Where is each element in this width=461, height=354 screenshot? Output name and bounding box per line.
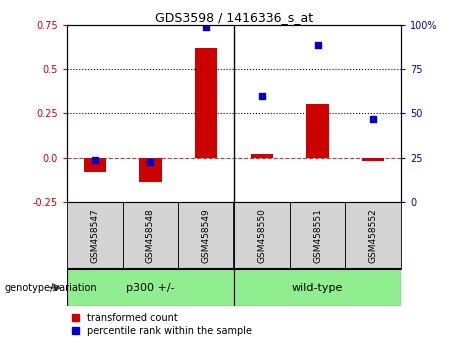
Text: GSM458551: GSM458551 [313, 208, 322, 263]
FancyBboxPatch shape [345, 202, 401, 269]
Point [91, 157, 98, 163]
Text: GSM458550: GSM458550 [257, 208, 266, 263]
Point [258, 94, 266, 99]
Point [202, 25, 210, 30]
Text: GSM458549: GSM458549 [201, 208, 211, 263]
Point [370, 116, 377, 121]
Legend: transformed count, percentile rank within the sample: transformed count, percentile rank withi… [72, 313, 252, 336]
Point [147, 159, 154, 165]
Text: wild-type: wild-type [292, 282, 343, 293]
FancyBboxPatch shape [234, 202, 290, 269]
Text: p300 +/-: p300 +/- [126, 282, 175, 293]
Bar [139, 158, 161, 182]
Bar [195, 48, 217, 158]
Text: GSM458552: GSM458552 [369, 208, 378, 263]
FancyBboxPatch shape [67, 202, 123, 269]
FancyBboxPatch shape [290, 202, 345, 269]
FancyBboxPatch shape [67, 269, 234, 306]
FancyBboxPatch shape [178, 202, 234, 269]
Bar [251, 154, 273, 158]
Text: genotype/variation: genotype/variation [5, 282, 97, 293]
Bar [83, 158, 106, 172]
Text: GSM458547: GSM458547 [90, 208, 99, 263]
Title: GDS3598 / 1416336_s_at: GDS3598 / 1416336_s_at [155, 11, 313, 24]
Point [314, 42, 321, 48]
Bar [362, 158, 384, 161]
FancyBboxPatch shape [123, 202, 178, 269]
Bar [307, 104, 329, 158]
FancyBboxPatch shape [234, 269, 401, 306]
Text: GSM458548: GSM458548 [146, 208, 155, 263]
